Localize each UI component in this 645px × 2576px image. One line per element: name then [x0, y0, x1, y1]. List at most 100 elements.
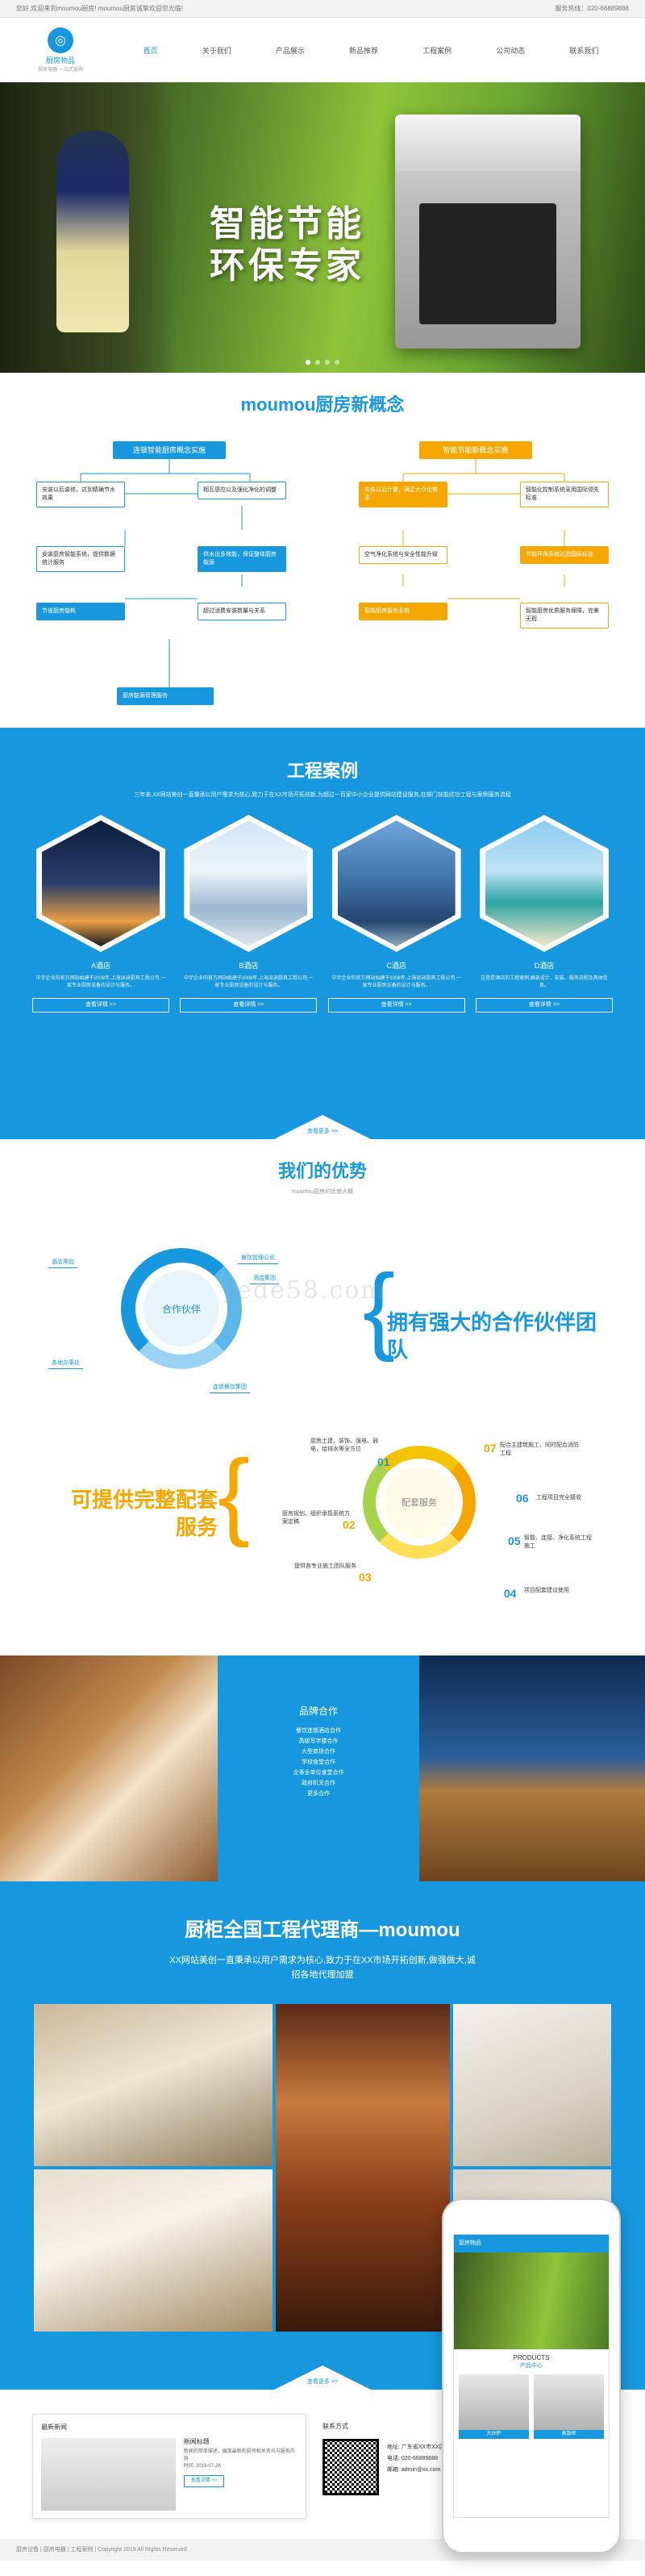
brand-section: 品牌合作 餐饮连锁酒店合作 高级写字楼合作 大型商场合作 学校食堂合作 企事业单…: [0, 1655, 645, 1881]
partner-tag: 各地办事处: [48, 1357, 83, 1369]
brand-line: 高级写字楼合作: [298, 1739, 339, 1744]
news-section: 最新新闻 新闻标题 新闻的简单描述，展现最新的厨房相关资讯与服务内容 时间: 2…: [0, 2390, 645, 2539]
logo-name: 厨房物品: [45, 56, 75, 65]
news-title[interactable]: 新闻标题: [183, 2438, 210, 2445]
concept-right-box: 智能厨房优质服务保障，完美无瑕: [520, 603, 609, 628]
case-card[interactable]: B酒店 中宇企业的官方网站始建于2008年,上海派迪厨具工程公司,一家专业厨房设…: [180, 815, 318, 1012]
banner-dot[interactable]: [335, 360, 339, 365]
contact-block: 联系方式 地址: 广东省XX市XX区 电话: 020-66889888 邮箱: …: [322, 2422, 445, 2495]
banner-dot[interactable]: [315, 360, 320, 365]
case-name: A酒店: [90, 962, 110, 970]
logo-subtitle: 厨房电器 一站式选购: [38, 68, 83, 73]
mobile-product[interactable]: 大炒炉: [459, 2374, 529, 2439]
partner-tag: 连锁餐饮集团: [210, 1381, 250, 1393]
mobile-banner: [454, 2252, 609, 2349]
cases-more-button[interactable]: 查看更多 >>: [274, 1115, 371, 1139]
news-image: [41, 2438, 176, 2511]
cases-section: 工程案例 三年来,XX网站美创一直秉承以用户需求为核心,致力于在XX市场开拓创新…: [0, 728, 645, 1139]
service-item: 项目配套建设使用: [524, 1588, 569, 1593]
agent-more-label: 查看更多 >>: [306, 2379, 339, 2385]
mobile-product[interactable]: 蒸饭柜: [534, 2374, 604, 2439]
hotline-text: 服务热线：020-66889888: [555, 5, 629, 12]
banner-figure: [56, 131, 129, 332]
case-detail-button[interactable]: 查看详情 >>: [327, 998, 465, 1012]
service-number: 04: [504, 1587, 517, 1600]
news-summary: 新闻的简单描述，展现最新的厨房相关资讯与服务内容: [183, 2449, 295, 2461]
case-image-frame: [36, 815, 165, 952]
concept-left-box: 安装以后装修，达到精确节水效果: [36, 482, 125, 507]
nav-cases[interactable]: 工程案例: [422, 46, 452, 55]
banner-dot[interactable]: [325, 360, 330, 365]
service-item: 提供各专业施工团队服务: [294, 1564, 356, 1569]
news-card[interactable]: 最新新闻 新闻标题 新闻的简单描述，展现最新的厨房相关资讯与服务内容 时间: 2…: [32, 2414, 306, 2519]
agent-subtitle: XX网站美创一直秉承以用户需求为核心,致力于在XX市场开拓创新,做强做大,诚招各…: [169, 1956, 476, 1980]
case-detail-button[interactable]: 查看详情 >>: [475, 998, 613, 1012]
gallery-image[interactable]: [32, 2002, 274, 2168]
gallery-image[interactable]: [32, 2168, 274, 2333]
case-image: [189, 820, 308, 946]
agent-title: 厨柜全国工程代理商—moumou: [185, 1919, 460, 1941]
welcome-text: 您好,欢迎来到moumou厨房! moumou厨房诚挚欢迎您光临!: [16, 5, 184, 12]
cases-more-label: 查看更多 >>: [306, 1129, 339, 1134]
banner-pagination: [306, 360, 339, 365]
nav-home[interactable]: 首页: [143, 46, 158, 55]
concept-left-box: 节省厨房能耗: [36, 603, 125, 620]
brand-line: 企事业单位食堂合作: [293, 1770, 344, 1776]
case-name: D酒店: [534, 962, 555, 970]
brand-line: 学校食堂合作: [302, 1760, 335, 1765]
banner-dot[interactable]: [306, 360, 310, 365]
case-card[interactable]: A酒店 中宇企业的官方网站始建于2008年,上海派迪厨具工程公司,一家专业厨房设…: [32, 815, 169, 1012]
case-image: [42, 820, 160, 946]
concept-left-box: 厨房能源管理服务: [117, 687, 214, 705]
mobile-product-name: 大炒炉: [459, 2430, 529, 2439]
main-nav: 首页 关于我们 产品展示 新品推荐 工程案例 公司动态 联系我们: [121, 40, 621, 61]
contact-address: 地址: 广东省XX市XX区: [387, 2444, 445, 2450]
partner-tag: 酒店集团: [250, 1272, 279, 1284]
gallery-image[interactable]: [452, 2002, 613, 2168]
case-desc: 中宇企业的官方网站始建于2008年,上海派迪厨具工程公司,一家专业厨房设备的设计…: [331, 976, 461, 988]
partner-slogan: 拥有强大的合作伙伴团队: [387, 1310, 597, 1362]
hero-banner[interactable]: 智能节能 环保专家: [0, 82, 645, 373]
brand-line: 政府机关合作: [302, 1781, 335, 1786]
nav-contact[interactable]: 联系我们: [569, 46, 599, 55]
brand-line: 大型商场合作: [302, 1749, 335, 1755]
service-number: 06: [516, 1492, 529, 1505]
concept-left-box: 供水出多效能，保证整体厨房能源: [198, 546, 286, 572]
concept-left-box: 安装厨房智能系统，提供数据统计服务: [36, 546, 125, 572]
banner-headline: 智能节能 环保专家: [210, 203, 364, 287]
news-date: 时间: 2019-07-26: [183, 2464, 221, 2469]
contact-heading: 联系方式: [322, 2423, 348, 2430]
nav-products[interactable]: 产品展示: [275, 46, 305, 55]
orange-brace: {: [218, 1440, 251, 1548]
advantage-title: 我们的优势: [277, 1161, 367, 1181]
nav-news[interactable]: 公司动态: [496, 46, 526, 55]
service-item: 配合主建筑施工，同时配合消防工程: [500, 1442, 579, 1456]
advantage-subtitle: moumou厨房的优势大概: [291, 1189, 354, 1195]
service-number: 01: [377, 1455, 390, 1468]
case-card[interactable]: C酒店 中宇企业的官方网站始建于2008年,上海派迪厨具工程公司,一家专业厨房设…: [327, 815, 465, 1012]
blue-brace: {: [363, 1255, 396, 1363]
case-detail-button[interactable]: 查看详情 >>: [32, 998, 169, 1012]
service-item: 厨房土建、装饰、强电、弱电，给排水等全方位: [310, 1438, 378, 1452]
case-image: [485, 820, 603, 946]
mobile-products-cn: 产品中心: [520, 2363, 543, 2369]
case-detail-button[interactable]: 查看详情 >>: [180, 998, 318, 1012]
advantage-section: 我们的优势 moumou厨房的优势大概 合作伙伴 酒店用品 餐饮管理公司 酒店集…: [0, 1139, 645, 1655]
nav-about[interactable]: 关于我们: [202, 46, 231, 55]
concept-right-box: 安装以后计量，满足大众化需求: [359, 482, 447, 507]
qr-code-icon: [322, 2439, 379, 2495]
logo[interactable]: ◎ 厨房物品 厨房电器 一站式选购: [24, 27, 97, 73]
case-card[interactable]: D酒店 这里是酒店的工程案例,展现设计、安装、服务流程及具体信息。 查看详情 >…: [475, 815, 613, 1012]
concept-right-title: 智能节能新概念实施: [419, 441, 532, 459]
nav-new[interactable]: 新品推荐: [348, 46, 378, 55]
news-detail-button[interactable]: 查看详情 >>: [183, 2475, 225, 2487]
brand-title: 品牌合作: [298, 1706, 338, 1717]
concept-left-box: 相互感应以及强化净化的调整: [198, 482, 286, 499]
agent-more-button[interactable]: 查看更多 >>: [274, 2365, 371, 2390]
gallery-image[interactable]: [274, 2002, 452, 2333]
case-image: [337, 820, 456, 946]
mobile-product-name: 蒸饭柜: [534, 2430, 604, 2439]
concept-title: moumou厨房新概念: [240, 395, 405, 415]
logo-icon: ◎: [48, 27, 73, 53]
service-number: 05: [508, 1534, 521, 1547]
